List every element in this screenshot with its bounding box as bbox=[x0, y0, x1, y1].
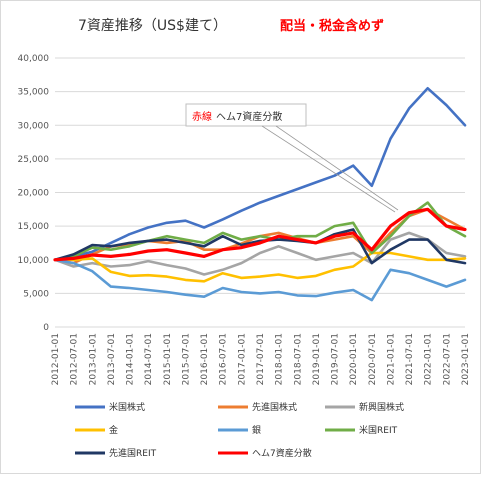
legend-label: 新興国株式 bbox=[359, 401, 404, 413]
x-tick-label: 2016-01-01 bbox=[200, 333, 210, 385]
callout-leader-1 bbox=[261, 125, 396, 213]
chart-title: 7資産推移（US$建て） bbox=[78, 18, 227, 34]
x-tick-label: 2022-07-01 bbox=[442, 333, 452, 385]
legend-label: 先進国REIT bbox=[109, 447, 157, 459]
x-tick-label: 2014-01-01 bbox=[126, 333, 136, 385]
y-tick-label: 10,000 bbox=[18, 256, 50, 266]
y-tick-label: 0 bbox=[43, 323, 49, 333]
x-tick-label: 2021-01-01 bbox=[386, 333, 396, 385]
gridlines bbox=[55, 57, 465, 328]
y-axis: 0 5,000 10,000 15,000 20,000 25,000 30,000 35,0… bbox=[18, 54, 50, 333]
series-line bbox=[53, 251, 467, 283]
series-line bbox=[53, 201, 467, 262]
x-tick-label: 2012-01-01 bbox=[51, 333, 61, 385]
x-axis: 2012-01-01 2012-07-01 2013-01-01 2013-07-01… bbox=[51, 333, 471, 385]
x-tick-label: 2020-01-01 bbox=[349, 333, 359, 385]
callout-prefix: 赤線 bbox=[192, 110, 212, 123]
legend-label: 銀 bbox=[252, 424, 261, 436]
x-tick-label: 2017-01-01 bbox=[237, 333, 247, 385]
callout-box bbox=[185, 103, 307, 127]
callout-text: ヘム7資産分散 bbox=[216, 110, 282, 123]
x-tick-label: 2018-01-01 bbox=[275, 333, 285, 385]
y-tick-label: 35,000 bbox=[18, 88, 50, 98]
y-tick-label: 5,000 bbox=[23, 289, 49, 299]
x-tick-label: 2023-01-01 bbox=[461, 333, 471, 385]
x-tick-label: 2018-07-01 bbox=[293, 333, 303, 385]
x-tick-label: 2012-07-01 bbox=[70, 333, 80, 385]
series-line bbox=[53, 87, 467, 262]
callout-annotation: 赤線 ヘム7資産分散 bbox=[185, 103, 399, 213]
x-tick-label: 2021-07-01 bbox=[405, 333, 415, 385]
x-tick-label: 2022-01-01 bbox=[424, 333, 434, 385]
series-line bbox=[53, 231, 467, 276]
legend-label: 米国REIT bbox=[359, 424, 398, 436]
y-tick-label: 15,000 bbox=[18, 222, 50, 232]
x-tick-label: 2019-01-01 bbox=[312, 333, 322, 385]
chart-subtitle: 配当・税金含めず bbox=[280, 18, 384, 34]
y-tick-label: 30,000 bbox=[18, 121, 50, 131]
legend-label: 米国株式 bbox=[109, 401, 145, 413]
y-tick-label: 40,000 bbox=[18, 54, 50, 64]
legend-label: 金 bbox=[109, 424, 118, 436]
series-line bbox=[53, 258, 467, 302]
series-line bbox=[53, 228, 467, 265]
x-tick-label: 2013-01-01 bbox=[88, 333, 98, 385]
legend-label: 先進国株式 bbox=[252, 401, 297, 413]
legend-label: ヘム7資産分散 bbox=[252, 447, 312, 459]
series-line bbox=[53, 207, 467, 262]
series-lines bbox=[53, 87, 467, 302]
x-tick-label: 2016-07-01 bbox=[219, 333, 229, 385]
x-tick-label: 2015-07-01 bbox=[181, 333, 191, 385]
callout-leader-2 bbox=[275, 125, 399, 211]
y-tick-label: 20,000 bbox=[18, 189, 50, 199]
x-tick-label: 2015-01-01 bbox=[163, 333, 173, 385]
x-tick-label: 2013-07-01 bbox=[107, 333, 117, 385]
y-tick-label: 25,000 bbox=[18, 155, 50, 165]
x-tick-label: 2014-07-01 bbox=[144, 333, 154, 385]
x-tick-label: 2020-07-01 bbox=[368, 333, 378, 385]
x-tick-label: 2019-07-01 bbox=[331, 333, 341, 385]
x-tick-label: 2017-07-01 bbox=[256, 333, 266, 385]
